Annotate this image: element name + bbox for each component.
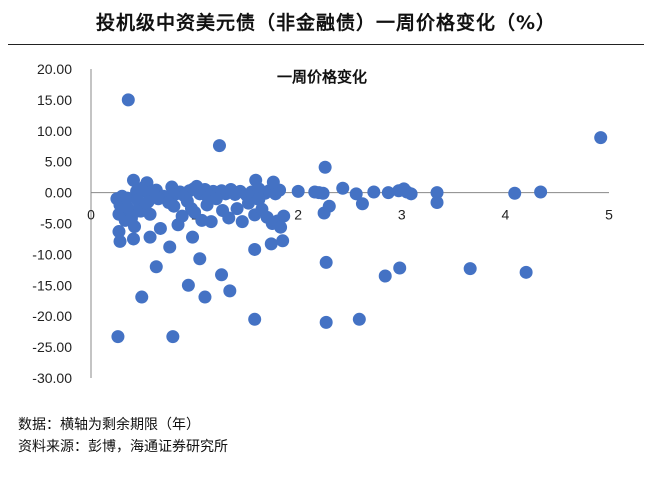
data-point bbox=[181, 278, 195, 292]
data-point bbox=[126, 232, 140, 246]
data-point bbox=[534, 185, 548, 199]
y-tick-label: -20.00 bbox=[32, 308, 72, 324]
data-point bbox=[336, 181, 350, 195]
data-point bbox=[113, 234, 127, 248]
y-tick-label: 0.00 bbox=[45, 185, 72, 201]
data-point bbox=[235, 215, 249, 229]
data-point bbox=[322, 199, 336, 213]
data-point bbox=[276, 234, 290, 248]
y-tick-label: -10.00 bbox=[32, 246, 72, 262]
y-tick-label: -15.00 bbox=[32, 277, 72, 293]
x-tick-label: 5 bbox=[605, 207, 613, 223]
y-tick-label: -30.00 bbox=[32, 370, 72, 386]
data-point bbox=[266, 175, 280, 189]
data-point bbox=[378, 269, 392, 283]
data-point bbox=[248, 242, 262, 256]
y-tick-label: 5.00 bbox=[45, 154, 72, 170]
page-title: 投机级中资美元债（非金融债）一周价格变化（%） bbox=[95, 12, 557, 34]
scatter-chart: 一周价格变化 20.00 15.00 10.00 5.00 0.00 -5.00 -10.0… bbox=[32, 61, 613, 386]
data-point bbox=[204, 215, 218, 229]
data-point bbox=[291, 184, 305, 198]
data-point bbox=[175, 209, 189, 223]
data-point bbox=[193, 252, 207, 266]
chart-title: 一周价格变化 bbox=[277, 68, 367, 86]
y-tick-label: 20.00 bbox=[37, 61, 72, 77]
y-tick-label: -25.00 bbox=[32, 339, 72, 355]
data-point bbox=[143, 230, 157, 244]
data-point bbox=[355, 197, 369, 211]
data-point bbox=[393, 261, 407, 275]
y-tick-label: -5.00 bbox=[40, 216, 72, 232]
x-tick-label: 4 bbox=[502, 207, 510, 223]
data-point bbox=[186, 230, 200, 244]
data-point bbox=[151, 192, 165, 206]
data-point bbox=[508, 186, 522, 200]
data-point bbox=[149, 260, 163, 274]
x-tick-label: 3 bbox=[398, 207, 406, 223]
data-point bbox=[121, 93, 135, 107]
data-point bbox=[594, 131, 608, 145]
y-tick-label: 15.00 bbox=[37, 92, 72, 108]
data-point bbox=[319, 315, 333, 329]
data-point bbox=[319, 255, 333, 269]
data-point bbox=[153, 221, 167, 235]
data-point bbox=[241, 196, 255, 210]
data-point bbox=[166, 330, 180, 344]
data-point bbox=[167, 199, 181, 213]
data-point bbox=[200, 198, 214, 212]
data-point bbox=[248, 312, 262, 326]
data-point bbox=[222, 211, 236, 225]
chart-notes: 数据：横轴为剩余期限（年） 资料来源：彭博，海通证券研究所 bbox=[18, 414, 228, 458]
data-point bbox=[163, 240, 177, 254]
data-point bbox=[215, 268, 229, 282]
data-point bbox=[252, 192, 266, 206]
data-point bbox=[128, 220, 142, 234]
note-axis-description: 数据：横轴为剩余期限（年） bbox=[18, 417, 200, 433]
data-point bbox=[209, 192, 223, 206]
data-point bbox=[519, 265, 533, 279]
data-point bbox=[135, 290, 149, 304]
title-divider bbox=[8, 44, 644, 45]
data-point bbox=[367, 185, 381, 199]
x-tick-label: 2 bbox=[294, 207, 302, 223]
y-tick-label: 10.00 bbox=[37, 123, 72, 139]
data-point bbox=[264, 237, 278, 251]
data-point bbox=[112, 225, 126, 239]
data-point bbox=[316, 186, 330, 200]
data-point bbox=[318, 160, 332, 174]
data-point bbox=[352, 312, 366, 326]
x-tick-label: 0 bbox=[87, 207, 95, 223]
data-point bbox=[198, 290, 212, 304]
data-point bbox=[223, 284, 237, 298]
data-point bbox=[404, 187, 418, 201]
note-data-source: 资料来源：彭博，海通证券研究所 bbox=[18, 439, 228, 455]
data-point bbox=[349, 187, 363, 201]
data-point bbox=[141, 195, 155, 209]
data-point bbox=[230, 202, 244, 216]
data-point bbox=[274, 220, 288, 234]
data-point bbox=[430, 186, 444, 200]
data-point bbox=[111, 330, 125, 344]
data-point bbox=[120, 191, 134, 205]
data-point bbox=[381, 186, 395, 200]
data-point bbox=[143, 207, 157, 221]
data-point bbox=[430, 195, 444, 209]
data-point bbox=[277, 209, 291, 223]
data-point bbox=[120, 200, 134, 214]
data-point bbox=[212, 139, 226, 153]
data-point bbox=[463, 262, 477, 276]
